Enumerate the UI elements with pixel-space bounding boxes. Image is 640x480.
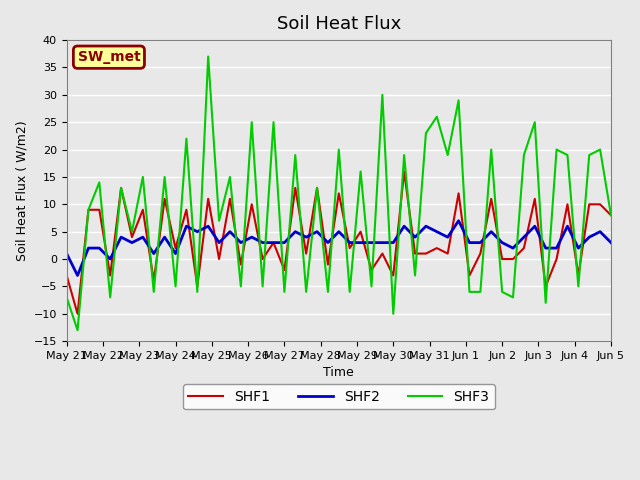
SHF1 [74, 311, 81, 317]
SHF1 [400, 168, 408, 174]
SHF1 [248, 202, 255, 207]
SHF3 [193, 289, 201, 295]
Title: Soil Heat Flux: Soil Heat Flux [276, 15, 401, 33]
SHF2 [596, 229, 604, 235]
SHF2 [63, 251, 70, 256]
SHF1 [444, 251, 452, 256]
SHF3 [477, 289, 484, 295]
SHF1 [596, 202, 604, 207]
SHF2 [607, 240, 615, 245]
SHF2 [433, 229, 441, 235]
Legend: SHF1, SHF2, SHF3: SHF1, SHF2, SHF3 [183, 384, 495, 409]
SHF3 [248, 120, 255, 125]
SHF2 [74, 273, 81, 278]
SHF2 [477, 240, 484, 245]
SHF3 [74, 327, 81, 333]
Line: SHF2: SHF2 [67, 221, 611, 276]
SHF1 [237, 262, 244, 267]
SHF1 [193, 284, 201, 289]
Text: SW_met: SW_met [77, 50, 140, 64]
X-axis label: Time: Time [323, 366, 354, 379]
SHF3 [259, 284, 266, 289]
Y-axis label: Soil Heat Flux ( W/m2): Soil Heat Flux ( W/m2) [15, 120, 28, 261]
SHF2 [237, 240, 244, 245]
SHF3 [444, 152, 452, 158]
SHF2 [248, 234, 255, 240]
SHF1 [63, 273, 70, 278]
Line: SHF1: SHF1 [67, 171, 611, 314]
SHF3 [204, 54, 212, 60]
SHF2 [193, 229, 201, 235]
SHF3 [596, 147, 604, 153]
SHF3 [63, 294, 70, 300]
SHF2 [455, 218, 463, 224]
SHF1 [607, 212, 615, 218]
SHF1 [477, 251, 484, 256]
SHF3 [607, 212, 615, 218]
Line: SHF3: SHF3 [67, 57, 611, 330]
